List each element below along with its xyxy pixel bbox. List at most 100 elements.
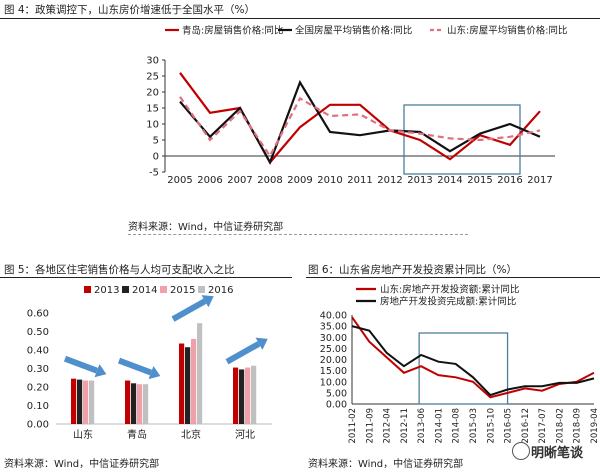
series-line	[351, 325, 595, 397]
series-line	[179, 79, 541, 166]
x-tick-label: 2009	[287, 175, 312, 186]
x-tick-label: 山东	[73, 428, 93, 441]
trend-arrow-shaft	[117, 357, 153, 376]
x-tick-label: 2011-02	[348, 408, 358, 444]
legend-swatch	[122, 286, 129, 293]
x-tick-label: 2019-04	[590, 408, 600, 444]
bar	[191, 338, 197, 424]
x-tick-label: 2005	[167, 175, 192, 186]
x-tick-label: 2014-08	[452, 408, 462, 444]
y-tick-label: 5.00	[326, 388, 347, 399]
y-tick-label: 30	[146, 56, 159, 67]
y-tick-label: 0.00	[326, 400, 347, 411]
watermark-text: 明晰笔谈	[531, 446, 584, 461]
x-tick-label: 2011-09	[365, 408, 375, 444]
y-tick-label: 0.20	[27, 383, 49, 394]
legend-label: 房地产开发投资完成额:累计同比	[380, 296, 516, 308]
bar	[71, 378, 77, 424]
y-tick-label: 0.60	[27, 309, 49, 320]
x-tick-label: 2016	[497, 175, 522, 186]
legend-label: 2014	[132, 285, 157, 296]
trend-arrow-shaft	[63, 355, 99, 374]
y-tick-label: 30.00	[320, 333, 347, 344]
figure6-line-chart: 0.005.0010.0015.0020.0025.0030.0035.0040…	[320, 284, 600, 444]
y-tick-label: 0.40	[27, 346, 49, 357]
legend-label: 2015	[170, 285, 195, 296]
figure6-title: 图 6：山东省房地产开发投资累计同比（%）	[308, 264, 517, 276]
figure4-top-rule	[0, 18, 600, 19]
bar	[245, 367, 251, 424]
legend-label: 青岛:房屋销售价格:同比	[182, 25, 283, 37]
legend-label: 2013	[94, 285, 119, 296]
x-tick-label: 2013	[407, 175, 432, 186]
bar	[77, 379, 83, 424]
x-tick-label: 2007	[227, 175, 252, 186]
bar	[185, 347, 191, 424]
figure5-source: 资料来源：Wind，中信证券研究部	[4, 459, 160, 470]
x-tick-label: 2018-09	[573, 408, 583, 444]
legend-label: 山东:房屋平均销售价格:同比	[447, 25, 567, 37]
bar	[251, 365, 257, 424]
y-tick-label: 25	[146, 72, 159, 83]
x-tick-label: 2017	[527, 175, 552, 186]
y-tick-label: 20.00	[320, 355, 347, 366]
legend-label: 山东:房地产开发投资额:累计同比	[380, 284, 519, 296]
x-tick-label: 2015-03	[469, 408, 479, 444]
y-tick-label: 0.30	[27, 364, 49, 375]
figure5-top-rule	[0, 277, 292, 278]
trend-arrow-shaft	[225, 341, 261, 365]
x-tick-label: 2015	[467, 175, 492, 186]
y-tick-label: 0	[153, 152, 159, 163]
y-tick-label: 10	[146, 120, 159, 131]
y-tick-label: -5	[149, 168, 159, 179]
y-tick-label: 0.10	[27, 401, 49, 412]
trend-arrow-head	[255, 337, 268, 350]
figure4-line-chart: -5 0 5 10 15 20 25 30 2005 2006 2007 2008 2009 2010 20…	[146, 25, 567, 187]
figure5-bar-chart: 0.00 0.10 0.20 0.30 0.40 0.50 0.60 山东 青岛 北京 河北 2013…	[27, 285, 272, 441]
trend-arrow-shaft	[171, 298, 207, 322]
y-tick-label: 5	[153, 136, 159, 147]
highlight-box	[403, 104, 521, 175]
trend-arrow-head	[201, 295, 214, 308]
bar	[131, 383, 137, 424]
x-tick-label: 青岛	[127, 428, 147, 441]
y-tick-label: 15	[146, 104, 159, 115]
bar	[197, 323, 203, 424]
y-tick-label: 20	[146, 88, 159, 99]
x-tick-label: 2014-01	[434, 408, 444, 444]
bar	[89, 380, 95, 424]
x-tick-label: 2013-06	[417, 408, 427, 444]
x-tick-label: 2008	[257, 175, 282, 186]
x-tick-label: 2010	[317, 175, 342, 186]
x-tick-label: 2012-04	[383, 408, 393, 444]
series-line	[351, 316, 595, 399]
y-tick-label: 25.00	[320, 344, 347, 355]
legend-label: 全国房屋平均销售价格:同比	[295, 25, 412, 37]
x-tick-label: 2012	[377, 175, 402, 186]
x-tick-label: 2011	[347, 175, 372, 186]
figure4-source-divider	[128, 234, 468, 235]
figure4-source: 资料来源：Wind，中信证券研究部	[128, 222, 284, 233]
y-tick-label: 0.00	[27, 420, 49, 431]
figure5-title: 图 5：各地区住宅销售价格与人均可支配收入之比	[4, 264, 235, 276]
x-tick-label: 2018-02	[555, 408, 565, 444]
x-tick-label: 北京	[181, 428, 201, 441]
legend-swatch	[84, 286, 91, 293]
trend-arrow-head	[94, 364, 107, 378]
series-line	[179, 96, 541, 159]
x-tick-label: 2014	[437, 175, 462, 186]
figure4-title: 图 4：政策调控下，山东房价增速低于全国水平（%）	[4, 4, 255, 16]
bar	[233, 367, 239, 424]
y-tick-label: 35.00	[320, 322, 347, 333]
y-tick-label: 40.00	[320, 311, 347, 322]
x-tick-label: 2016-05	[504, 408, 514, 444]
legend-swatch	[160, 286, 167, 293]
wechat-icon	[512, 442, 530, 460]
x-tick-label: 2015-10	[486, 408, 496, 444]
legend-swatch	[198, 286, 205, 293]
x-tick-label: 2017-07	[538, 408, 548, 444]
legend-label: 2016	[208, 285, 233, 296]
figure6-top-rule	[306, 277, 600, 278]
bar	[143, 384, 149, 424]
bar	[125, 380, 131, 424]
